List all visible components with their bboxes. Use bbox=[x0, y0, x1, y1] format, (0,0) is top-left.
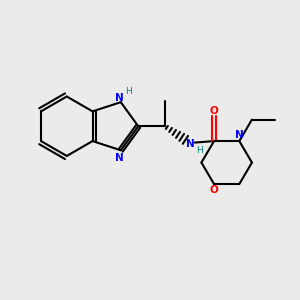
Text: H: H bbox=[196, 146, 203, 155]
Text: N: N bbox=[115, 93, 124, 103]
Text: O: O bbox=[210, 185, 218, 195]
Text: H: H bbox=[125, 87, 132, 96]
Text: N: N bbox=[186, 139, 195, 149]
Text: N: N bbox=[235, 130, 244, 140]
Text: O: O bbox=[210, 106, 218, 116]
Text: N: N bbox=[115, 153, 124, 163]
